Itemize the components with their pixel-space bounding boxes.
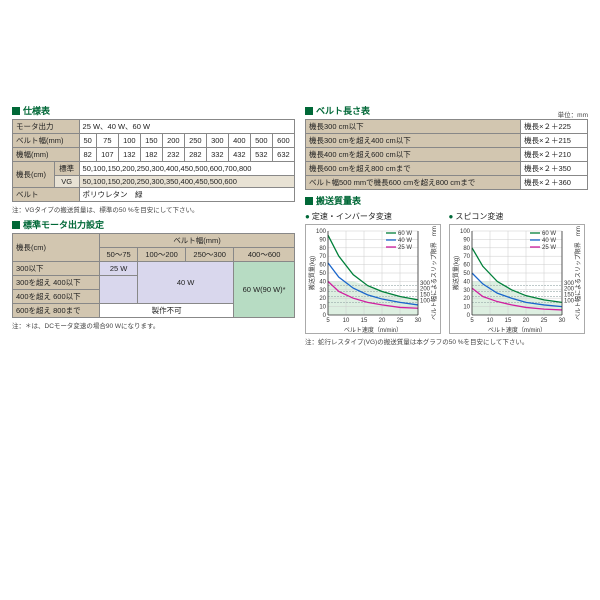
- svg-text:ベルト幅によるスリップ限界 mm: ベルト幅によるスリップ限界 mm: [574, 226, 582, 320]
- svg-text:40 W: 40 W: [398, 238, 412, 244]
- svg-text:5: 5: [326, 318, 330, 324]
- motor-table: 機長(cm) ベルト幅(mm) 50～75100～200250～300400～6…: [12, 233, 295, 318]
- svg-text:ベルト速度（m/min）: ベルト速度（m/min）: [344, 326, 402, 334]
- svg-text:150: 150: [420, 293, 431, 299]
- svg-text:15: 15: [361, 318, 368, 324]
- chart-speedcon: スピコン変速 510152025300102030405060708090100…: [449, 211, 589, 334]
- svg-text:100: 100: [564, 298, 575, 304]
- transport-title: 搬送質量表: [305, 194, 588, 207]
- right-column: ベルト長さ表 単位：mm 機長300 cm以下機長×２＋225機長300 cmを…: [305, 100, 588, 348]
- belt-length-title: ベルト長さ表: [305, 104, 370, 117]
- svg-text:40: 40: [463, 279, 470, 285]
- svg-text:25: 25: [540, 318, 547, 324]
- svg-text:30: 30: [463, 288, 470, 294]
- svg-text:5: 5: [470, 318, 474, 324]
- svg-text:25: 25: [397, 318, 404, 324]
- svg-text:10: 10: [463, 305, 470, 311]
- svg-text:80: 80: [463, 246, 470, 252]
- svg-text:100: 100: [316, 229, 327, 235]
- svg-text:60 W: 60 W: [542, 231, 556, 237]
- spec-note: 注：VGタイプの搬送質量は、標準の50 %を目安にして下さい。: [12, 204, 295, 214]
- svg-text:搬送質量(kg): 搬送質量(kg): [452, 256, 460, 290]
- motor-table-title: 標準モータ出力設定: [12, 218, 295, 231]
- svg-text:200: 200: [420, 287, 431, 293]
- chart-inverter: 定速・インバータ変速 51015202530010203040506070809…: [305, 211, 445, 334]
- svg-text:10: 10: [319, 305, 326, 311]
- belt-length-table: 機長300 cm以下機長×２＋225機長300 cmを超え400 cm以下機長×…: [305, 119, 588, 190]
- svg-text:20: 20: [463, 296, 470, 302]
- svg-text:100: 100: [420, 298, 431, 304]
- spec-table: モータ出力 25 W、40 W、60 W ベルト幅(mm) 5075100150…: [12, 119, 295, 202]
- svg-text:20: 20: [319, 296, 326, 302]
- svg-text:80: 80: [319, 246, 326, 252]
- svg-text:100: 100: [459, 229, 470, 235]
- spec-table-section: 仕様表 モータ出力 25 W、40 W、60 W ベルト幅(mm) 507510…: [12, 100, 295, 348]
- spec-table-title: 仕様表: [12, 104, 295, 117]
- svg-text:200: 200: [564, 287, 575, 293]
- svg-text:60: 60: [463, 263, 470, 269]
- svg-text:25 W: 25 W: [398, 245, 412, 251]
- svg-text:15: 15: [504, 318, 511, 324]
- svg-text:50: 50: [463, 271, 470, 277]
- svg-text:70: 70: [463, 254, 470, 260]
- svg-text:ベルト幅によるスリップ限界 mm: ベルト幅によるスリップ限界 mm: [430, 226, 438, 320]
- svg-text:40: 40: [319, 279, 326, 285]
- svg-text:70: 70: [319, 254, 326, 260]
- svg-text:40 W: 40 W: [542, 238, 556, 244]
- svg-text:60: 60: [319, 263, 326, 269]
- motor-note: 注：＊は、DCモータ変速の場合90 Wになります。: [12, 320, 295, 330]
- svg-text:300: 300: [564, 281, 575, 287]
- svg-text:30: 30: [319, 288, 326, 294]
- svg-text:ベルト速度（m/min）: ベルト速度（m/min）: [487, 326, 545, 334]
- svg-text:300: 300: [420, 281, 431, 287]
- svg-text:30: 30: [558, 318, 565, 324]
- chart-note: 注：蛇行レスタイプ(VG)の搬送質量は本グラフの50 %を目安にして下さい。: [305, 336, 588, 346]
- svg-text:60 W: 60 W: [398, 231, 412, 237]
- svg-text:90: 90: [463, 237, 470, 243]
- svg-text:10: 10: [343, 318, 350, 324]
- svg-text:90: 90: [319, 237, 326, 243]
- svg-text:20: 20: [379, 318, 386, 324]
- svg-text:150: 150: [564, 293, 575, 299]
- svg-text:20: 20: [522, 318, 529, 324]
- svg-text:10: 10: [486, 318, 493, 324]
- svg-text:50: 50: [319, 271, 326, 277]
- svg-text:搬送質量(kg): 搬送質量(kg): [308, 256, 316, 290]
- svg-text:25 W: 25 W: [542, 245, 556, 251]
- svg-text:30: 30: [415, 318, 422, 324]
